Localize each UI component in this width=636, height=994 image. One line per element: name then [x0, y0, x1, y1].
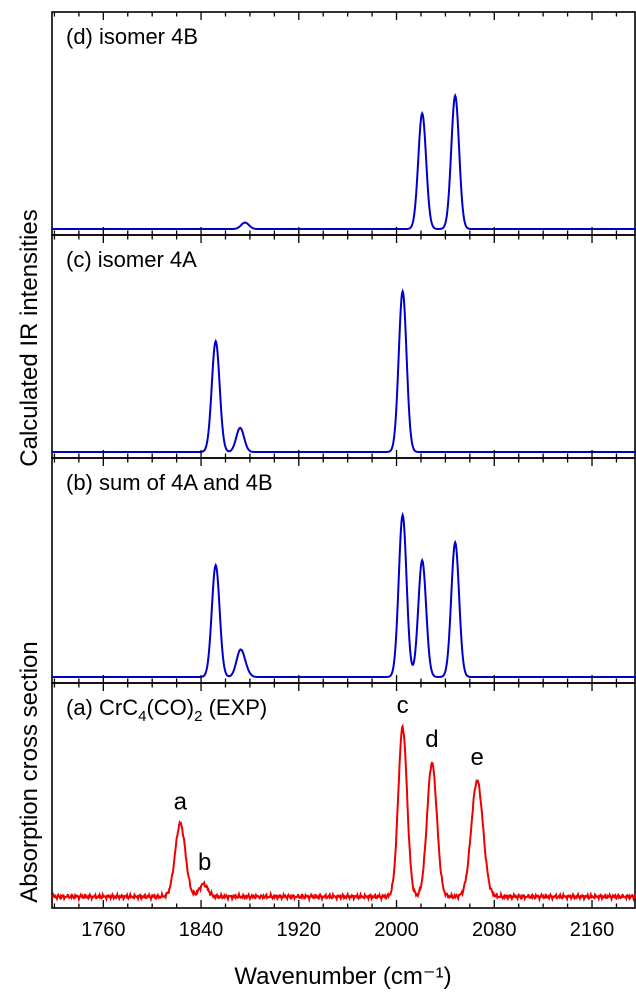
x-tick-label: 2000 — [374, 919, 419, 941]
peak-label-a: a — [174, 788, 188, 815]
axis-ticks — [53, 12, 618, 908]
spectrum-series-d — [52, 92, 636, 230]
x-tick-label: 2160 — [570, 919, 615, 941]
x-axis-title: Wavenumber (cm⁻¹) — [234, 963, 451, 990]
x-tick-label: 1760 — [81, 919, 126, 941]
x-tick-label: 2080 — [472, 919, 517, 941]
plot-frame — [51, 11, 636, 909]
panel-label-c: (c) isomer 4A — [66, 247, 197, 272]
y-axis-title-top: Calculated IR intensities — [16, 209, 43, 466]
panel-label-b: (b) sum of 4A and 4B — [66, 470, 273, 495]
panel-label-part: (CO) — [146, 695, 194, 720]
x-tick-label: 1920 — [277, 919, 322, 941]
peak-label-e: e — [470, 744, 483, 771]
panel-label-subscript: 2 — [194, 708, 202, 725]
panel-frame-a — [51, 682, 636, 909]
spectra-curves — [51, 92, 636, 904]
text-labels: 1760 1840 1920 2000 2080 2160 (d) isomer 4B (c)… — [66, 24, 614, 941]
peak-label-d: d — [425, 726, 438, 753]
peak-label-c: c — [397, 692, 409, 719]
spectrum-series-b — [52, 511, 636, 678]
x-tick-label: 1840 — [179, 919, 224, 941]
panel-label-part: (EXP) — [202, 695, 267, 720]
panel-label-d: (d) isomer 4B — [66, 24, 198, 49]
spectrum-series-a — [51, 723, 636, 904]
y-axis-title-bottom: Absorption cross section — [16, 641, 43, 902]
panel-label-part: (a) CrC — [66, 695, 138, 720]
panel-label-a: (a) CrC4(CO)2 (EXP) — [66, 695, 267, 725]
peak-label-b: b — [198, 849, 211, 876]
panel-label-subscript: 4 — [138, 708, 146, 725]
spectrum-series-c — [52, 288, 636, 453]
